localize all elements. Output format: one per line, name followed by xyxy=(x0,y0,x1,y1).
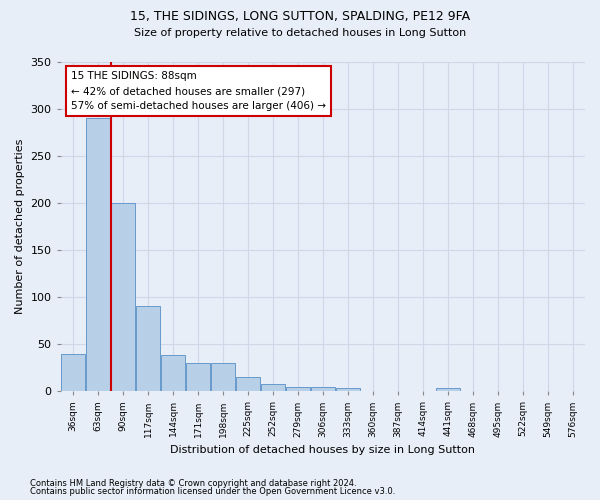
Text: 15 THE SIDINGS: 88sqm
← 42% of detached houses are smaller (297)
57% of semi-det: 15 THE SIDINGS: 88sqm ← 42% of detached … xyxy=(71,72,326,111)
Bar xyxy=(186,363,210,392)
Bar xyxy=(436,388,460,392)
Bar xyxy=(161,356,185,392)
Bar xyxy=(136,306,160,392)
Bar xyxy=(211,363,235,392)
Text: 15, THE SIDINGS, LONG SUTTON, SPALDING, PE12 9FA: 15, THE SIDINGS, LONG SUTTON, SPALDING, … xyxy=(130,10,470,23)
X-axis label: Distribution of detached houses by size in Long Sutton: Distribution of detached houses by size … xyxy=(170,445,475,455)
Text: Contains public sector information licensed under the Open Government Licence v3: Contains public sector information licen… xyxy=(30,487,395,496)
Text: Size of property relative to detached houses in Long Sutton: Size of property relative to detached ho… xyxy=(134,28,466,38)
Bar xyxy=(336,388,359,392)
Bar xyxy=(111,203,135,392)
Bar xyxy=(311,386,335,392)
Bar xyxy=(86,118,110,392)
Bar xyxy=(61,354,85,392)
Bar xyxy=(261,384,285,392)
Bar xyxy=(236,377,260,392)
Y-axis label: Number of detached properties: Number of detached properties xyxy=(15,138,25,314)
Bar xyxy=(286,388,310,392)
Text: Contains HM Land Registry data © Crown copyright and database right 2024.: Contains HM Land Registry data © Crown c… xyxy=(30,478,356,488)
